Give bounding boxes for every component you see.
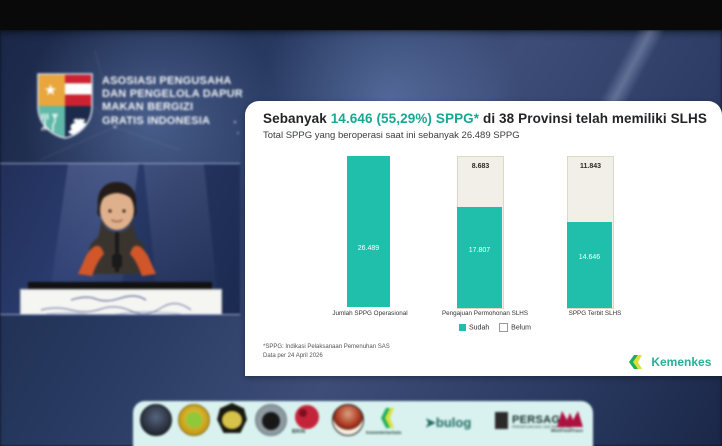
svg-text:★: ★ bbox=[44, 82, 57, 99]
